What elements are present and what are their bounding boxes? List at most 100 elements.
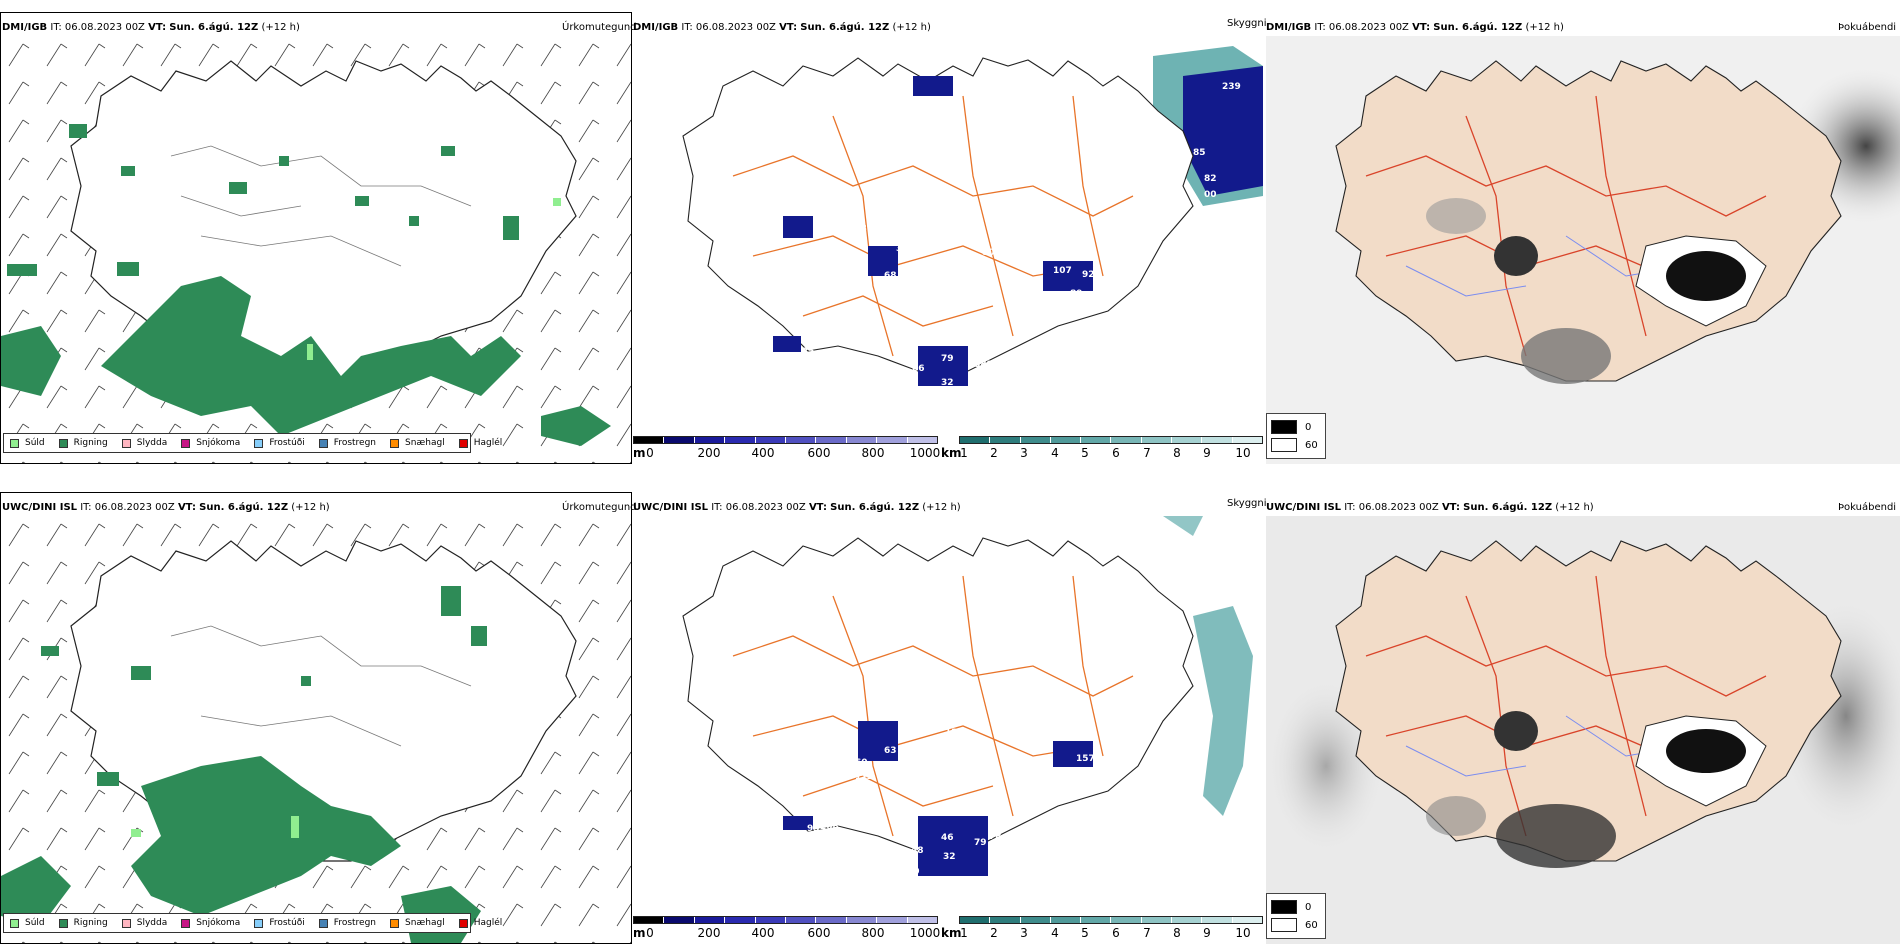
legend-swatch [458, 918, 468, 928]
legend-item: Snjókoma [181, 438, 240, 448]
legend-swatch [181, 918, 191, 928]
map-uwc-fog [1266, 516, 1900, 944]
legend-swatch [1271, 438, 1297, 452]
map-value-label: 48 [911, 846, 924, 856]
colorbar-tick: 1 [960, 926, 968, 940]
legend-swatch [458, 438, 468, 448]
panel-title: Þokuábendi [1838, 502, 1897, 513]
map-value-label: 888 [974, 360, 993, 370]
map-value-label: 12 [855, 772, 868, 782]
legend-item: Frostregn [318, 438, 376, 448]
colorbar-tick: 800 [861, 926, 885, 940]
colorbar-tick: 800 [861, 446, 885, 460]
legend-swatch [1271, 420, 1297, 434]
colorbar-tick: 10 [1235, 926, 1251, 940]
map-value-label: 79 [941, 354, 954, 364]
colorbar-tick: 0 [646, 926, 654, 940]
panel-dmi-precip [0, 12, 632, 464]
map-value-label: 00 [1204, 190, 1217, 200]
map-value-label: 23 [1087, 768, 1100, 778]
colorbar-tick: 7 [1143, 446, 1151, 460]
colorbar-fill [633, 436, 938, 444]
map-value-label: 208 [820, 822, 839, 832]
map-value-label: 46 [870, 216, 883, 226]
legend-item: Frostúði [254, 918, 305, 928]
colorbar-unit: km [941, 446, 962, 460]
map-dmi-visibility [682, 46, 1263, 386]
colorbar-tick: 5 [1081, 446, 1089, 460]
visibility-colorbar: km 1 2 3 4 5 6 7 8 9 10 [941, 916, 1263, 944]
fog-legend: 0 60 [1266, 413, 1326, 459]
map-value-label: 32 [943, 852, 956, 862]
legend-swatch [1271, 918, 1297, 932]
legend-item: Haglél [458, 438, 502, 448]
legend-swatch [181, 438, 191, 448]
panel-uwc-precip [0, 492, 632, 944]
map-value-label: 68 [884, 271, 897, 281]
colorbar-tick: 9 [1203, 446, 1211, 460]
map-value-label: 79 [974, 838, 987, 848]
legend-item: 0 [1271, 418, 1321, 436]
colorbar-tick: 9 [1203, 926, 1211, 940]
legend-swatch [254, 918, 264, 928]
legend-swatch [10, 918, 19, 928]
colorbar-tick: 1000 [909, 926, 941, 940]
legend-item: Súld [10, 438, 45, 448]
panel-header: DMI/IGB IT: 06.08.2023 00Z VT: Sun. 6.ág… [633, 22, 931, 33]
map-value-label: 89 [1070, 289, 1083, 299]
colorbar-unit: km [941, 926, 962, 940]
map-value-label: 82 [1204, 174, 1217, 184]
map-value-label: 37 [896, 244, 909, 254]
colorbar-tick: 2 [990, 926, 998, 940]
panel-header: DMI/IGB IT: 06.08.2023 00Z VT: Sun. 6.ág… [2, 22, 300, 33]
colorbar-tick: 6 [1112, 446, 1120, 460]
colorbar-unit: m [633, 446, 646, 460]
map-value-label: 78 [989, 832, 1002, 842]
legend-swatch [121, 918, 131, 928]
colorbar-tick: 8 [1173, 926, 1181, 940]
legend-item: Rigning [58, 438, 108, 448]
map-value-label: 60 [855, 758, 868, 768]
map-value-label: 66 [912, 364, 925, 374]
colorbar-unit: m [633, 926, 646, 940]
colorbar-tick: 400 [751, 446, 775, 460]
legend-item: 0 [1271, 898, 1321, 916]
colorbar-tick: 0 [646, 446, 654, 460]
panel-header: UWC/DINI ISL IT: 06.08.2023 00Z VT: Sun.… [633, 502, 961, 513]
legend-item: Rigning [58, 918, 108, 928]
ceiling-colorbar: m 0 200 400 600 800 1000 [633, 436, 940, 464]
colorbar-tick: 2 [990, 446, 998, 460]
panel-title: Úrkomutegund [562, 22, 637, 33]
legend-swatch [254, 438, 264, 448]
legend-item: Frostúði [254, 438, 305, 448]
map-value-label: 55 [911, 387, 924, 397]
legend-swatch [121, 438, 131, 448]
colorbar-tick: 400 [751, 926, 775, 940]
panel-title: Þokuábendi [1838, 22, 1897, 33]
map-value-label: 92 [1082, 270, 1095, 280]
colorbar-tick: 8 [1173, 446, 1181, 460]
map-dmi-precip [1, 36, 631, 463]
colorbar-tick: 3 [1020, 926, 1028, 940]
legend-item: Frostregn [318, 918, 376, 928]
legend-item: Slydda [121, 438, 167, 448]
map-value-label: 118 [848, 224, 867, 234]
panel-header: UWC/DINI ISL IT: 06.08.2023 00Z VT: Sun.… [1266, 502, 1594, 513]
fog-legend: 0 60 [1266, 893, 1326, 939]
map-value-label: 624 [976, 86, 995, 96]
map-uwc-precip [1, 516, 631, 943]
legend-swatch [390, 438, 400, 448]
colorbar-tick: 10 [1235, 446, 1251, 460]
map-value-label: 239 [1222, 82, 1241, 92]
colorbar-fill [633, 916, 938, 924]
map-value-label: 157 [1076, 754, 1095, 764]
legend-swatch [58, 918, 68, 928]
map-value-label: 63 [884, 746, 897, 756]
legend-item: Snæhagl [390, 918, 445, 928]
colorbar-tick: 200 [697, 446, 721, 460]
map-value-label: 138 [1062, 768, 1081, 778]
precip-type-legend: Súld Rigning Slydda Snjókoma Frostúði Fr… [3, 433, 502, 453]
map-value-label: 38 [786, 92, 799, 102]
colorbar-tick: 4 [1051, 446, 1059, 460]
map-value-label: 32 [941, 378, 954, 388]
